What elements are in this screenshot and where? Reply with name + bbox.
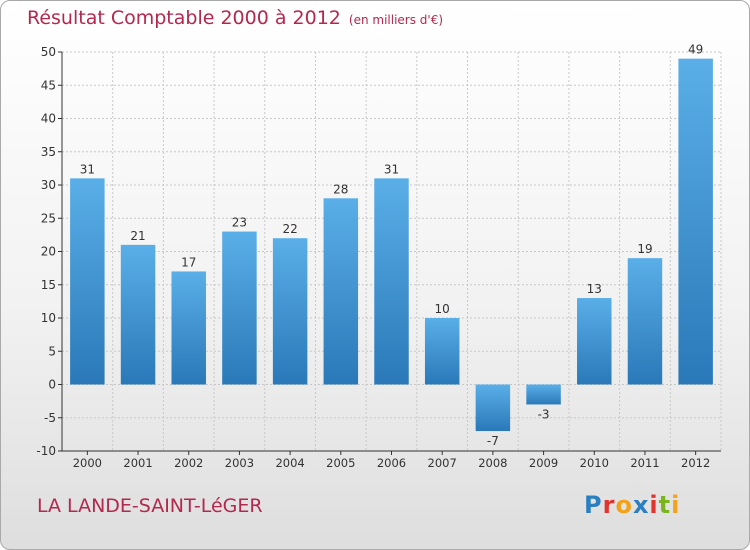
logo-letter: r — [602, 491, 616, 519]
data-label-2005: 28 — [333, 182, 348, 196]
y-tick-label: 30 — [41, 178, 56, 192]
bars — [70, 58, 713, 432]
bar-2009 — [526, 384, 561, 405]
y-tick-label: 50 — [41, 45, 56, 59]
logo-letter: x — [632, 491, 650, 519]
data-labels: 31 21 17 23 22 28 31 10 -7 -3 13 19 49 — [80, 43, 704, 448]
y-tick-label: -10 — [36, 444, 56, 458]
bar-2008 — [475, 384, 511, 432]
data-label-2006: 31 — [384, 162, 399, 176]
data-label-2010: 13 — [587, 282, 602, 296]
y-tick-label: 0 — [48, 378, 56, 392]
data-label-2008: -7 — [487, 434, 499, 448]
x-tick-label-2001: 2001 — [123, 456, 152, 470]
y-tick-label: 5 — [48, 344, 56, 358]
y-tick-label: 25 — [41, 211, 56, 225]
chart-title: Résultat Comptable 2000 à 2012 — [27, 7, 341, 29]
y-tick-label: 10 — [41, 311, 56, 325]
x-tick-label-2000: 2000 — [73, 456, 102, 470]
x-tick-label-2012: 2012 — [681, 456, 710, 470]
y-tick-label: 20 — [41, 245, 56, 259]
bar-2010 — [577, 298, 612, 385]
x-tick-label-2009: 2009 — [529, 456, 558, 470]
bar-2006 — [374, 178, 409, 385]
x-tick-label-2007: 2007 — [428, 456, 457, 470]
data-label-2000: 31 — [80, 162, 95, 176]
data-label-2011: 19 — [637, 242, 652, 256]
bar-2011 — [627, 258, 663, 385]
bar-2004 — [272, 238, 308, 385]
logo-letter: t — [658, 491, 672, 519]
x-tick-label-2002: 2002 — [174, 456, 203, 470]
bar-2003 — [222, 231, 257, 385]
data-label-2012: 49 — [688, 43, 703, 57]
x-tick-label-2005: 2005 — [326, 456, 355, 470]
logo-letter: P — [584, 491, 603, 519]
chart-title-block: Résultat Comptable 2000 à 2012 (en millie… — [27, 7, 443, 29]
x-tick-label-2011: 2011 — [630, 456, 659, 470]
commune-name: LA LANDE-SAINT-LéGER — [37, 495, 263, 517]
x-tick-label-2006: 2006 — [377, 456, 406, 470]
bar-2002 — [171, 271, 206, 385]
bar-2000 — [70, 178, 105, 385]
x-tick-label-2008: 2008 — [478, 456, 507, 470]
data-label-2002: 17 — [181, 255, 196, 269]
logo-letter: o — [615, 491, 633, 519]
data-label-2004: 22 — [282, 222, 297, 236]
data-label-2009: -3 — [538, 407, 550, 421]
y-tick-label: 45 — [41, 78, 56, 92]
data-label-2003: 23 — [232, 216, 247, 230]
y-tick-label: 35 — [41, 145, 56, 159]
chart-subtitle: (en milliers d'€) — [348, 13, 444, 27]
data-label-2007: 10 — [435, 302, 450, 316]
bar-2001 — [120, 244, 156, 385]
y-tick-label: 15 — [41, 278, 56, 292]
x-tick-label-2003: 2003 — [225, 456, 254, 470]
bar-2012 — [678, 58, 713, 385]
bar-2005 — [323, 198, 359, 385]
data-label-2001: 21 — [130, 229, 145, 243]
logo-letter: i — [649, 491, 659, 519]
x-tick-label-2004: 2004 — [275, 456, 304, 470]
axes: -10 -5 0 5 10 15 20 25 30 35 40 45 50 2000 2001 2002 200… — [36, 45, 721, 470]
bar-2007 — [424, 318, 460, 385]
y-tick-label: -5 — [44, 411, 56, 425]
logo-letter: i — [671, 491, 681, 519]
x-tick-label-2010: 2010 — [580, 456, 609, 470]
proxiti-logo: Proxiti — [584, 491, 680, 519]
y-tick-label: 40 — [41, 112, 56, 126]
